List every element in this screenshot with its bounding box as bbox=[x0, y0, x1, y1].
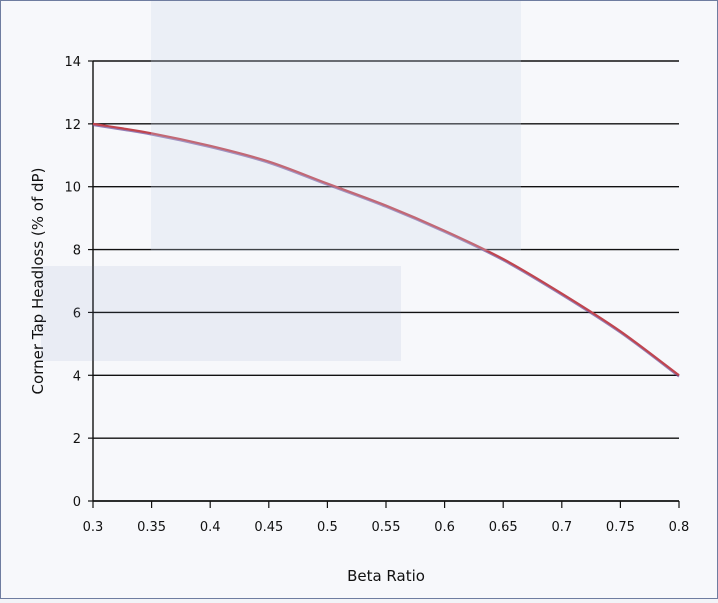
y-tick-label: 10 bbox=[64, 181, 81, 196]
x-tick-label: 0.3 bbox=[83, 520, 104, 535]
background-watermark-panel bbox=[151, 1, 521, 251]
x-tick-label: 0.35 bbox=[137, 520, 166, 535]
y-tick-label: 4 bbox=[73, 369, 81, 384]
y-tick-label: 8 bbox=[73, 244, 81, 259]
x-tick-label: 0.4 bbox=[200, 520, 221, 535]
x-tick-label: 0.75 bbox=[606, 520, 635, 535]
y-tick-label: 12 bbox=[64, 118, 81, 133]
background-watermark-logo bbox=[41, 266, 401, 361]
x-tick-label: 0.65 bbox=[489, 520, 518, 535]
x-axis-label: Beta Ratio bbox=[347, 567, 425, 585]
x-tick-label: 0.6 bbox=[434, 520, 455, 535]
x-tick-label: 0.7 bbox=[551, 520, 572, 535]
x-tick-label: 0.55 bbox=[372, 520, 401, 535]
y-tick-label: 2 bbox=[73, 432, 81, 447]
x-tick-label: 0.5 bbox=[317, 520, 338, 535]
x-tick-label: 0.8 bbox=[669, 520, 690, 535]
x-tick-label: 0.45 bbox=[254, 520, 283, 535]
y-tick-label: 14 bbox=[64, 55, 81, 70]
y-tick-label: 0 bbox=[73, 495, 81, 510]
